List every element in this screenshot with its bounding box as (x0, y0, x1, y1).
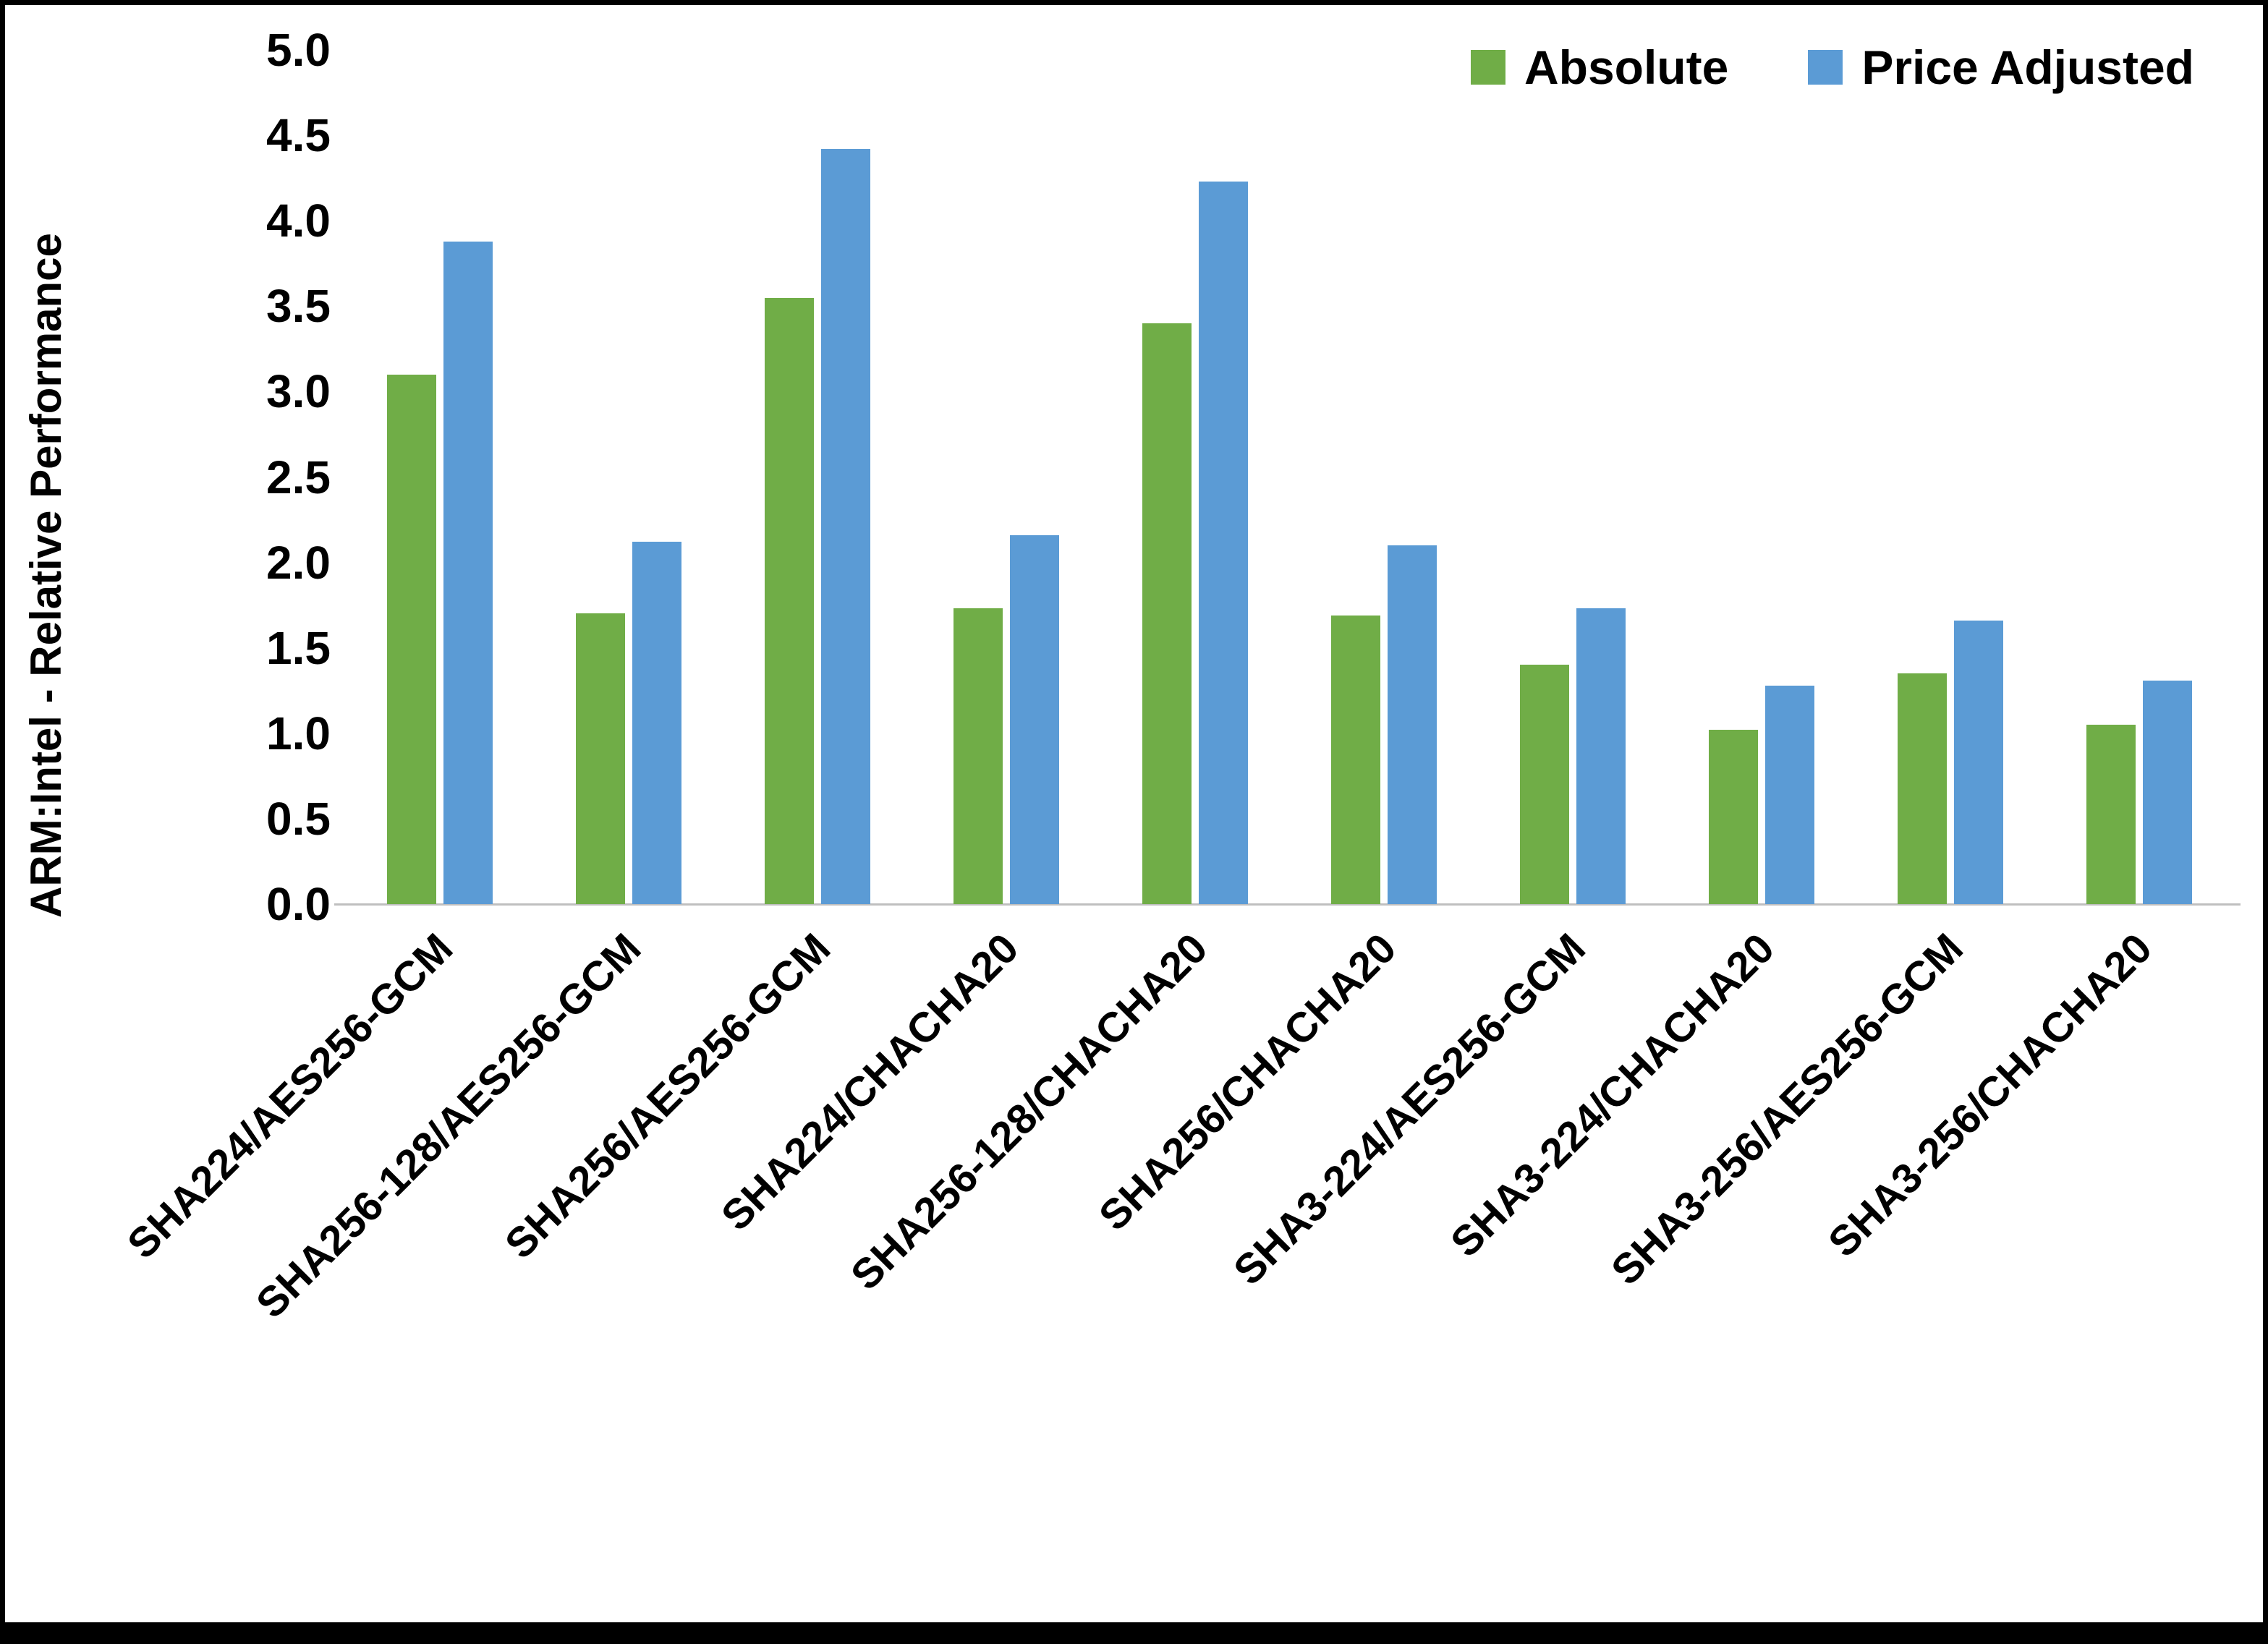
bar-absolute (386, 374, 436, 904)
bar-absolute (1708, 730, 1758, 904)
bar-price-adjusted (1764, 685, 1814, 904)
legend-label: Absolute (1524, 41, 1729, 94)
legend-item-absolute: Absolute (1470, 40, 1729, 95)
bar-price-adjusted (1009, 534, 1059, 904)
x-axis-category-label: SHA256-128/CHACHA20 (841, 924, 1217, 1300)
bar-price-adjusted (443, 241, 493, 904)
bar-absolute (575, 613, 625, 904)
x-axis-category-label: SHA256-128/AES256-GCM (247, 924, 650, 1327)
y-axis-tick-labels: 0.0 0.5 1.0 1.5 2.0 2.5 3.0 3.5 4.0 4.5 5.0 (186, 27, 331, 927)
y-axis-tick-label: 4.5 (266, 109, 331, 162)
legend-item-price-adjusted: Price Adjusted (1808, 40, 2194, 95)
bar-absolute (953, 608, 1003, 904)
bar-price-adjusted (1387, 545, 1437, 904)
bar-absolute (1142, 323, 1192, 904)
y-axis-tick-label: 4.0 (266, 195, 331, 247)
bar-absolute (764, 297, 814, 904)
x-axis-category-label: SHA3-224/AES256-GCM (1224, 924, 1594, 1295)
x-axis-category-label: SHA3-256/CHACHA20 (1819, 924, 2161, 1266)
legend-swatch-icon (1808, 50, 1843, 85)
bar-absolute (2086, 725, 2136, 904)
bar-chart: ARM:Intel - Relative Performance 0.0 0.5 1… (5, 5, 2263, 1622)
y-axis-tick-label: 1.5 (266, 621, 331, 674)
y-axis-tick-label: 3.5 (266, 280, 331, 333)
x-axis-category-label: SHA256/AES256-GCM (496, 924, 839, 1268)
bar-price-adjusted (632, 542, 681, 904)
x-axis-category-labels: SHA224/AES256-GCM SHA256-128/AES256-GCM SH… (118, 924, 2233, 1475)
y-axis-title: ARM:Intel - Relative Performance (22, 233, 70, 918)
x-axis-category-label: SHA224/AES256-GCM (118, 924, 462, 1268)
x-axis-category-label: SHA3-224/CHACHA20 (1441, 924, 1783, 1266)
y-axis-tick-label: 1.0 (266, 707, 331, 759)
bar-price-adjusted (820, 149, 870, 904)
legend: Absolute Price Adjusted (1470, 40, 2194, 95)
y-axis-tick-label: 5.0 (266, 24, 331, 76)
bar-price-adjusted (1198, 181, 1248, 904)
bar-price-adjusted (2142, 680, 2192, 904)
plot-area (334, 50, 2241, 906)
y-axis-tick-label: 0.5 (266, 792, 331, 845)
y-axis-tick-label: 0.0 (266, 878, 331, 930)
y-axis-tick-label: 2.5 (266, 451, 331, 503)
bar-absolute (1330, 615, 1380, 904)
y-axis-tick-label: 2.0 (266, 536, 331, 589)
legend-swatch-icon (1470, 50, 1505, 85)
bar-price-adjusted (1576, 608, 1626, 904)
y-axis-tick-label: 3.0 (266, 365, 331, 418)
x-axis-line (334, 903, 2241, 906)
bar-absolute (1897, 673, 1947, 904)
bar-absolute (1519, 665, 1569, 904)
legend-label: Price Adjusted (1861, 41, 2194, 94)
x-axis-category-label: SHA3-256/AES256-GCM (1602, 924, 1972, 1295)
bar-price-adjusted (1953, 620, 2003, 904)
